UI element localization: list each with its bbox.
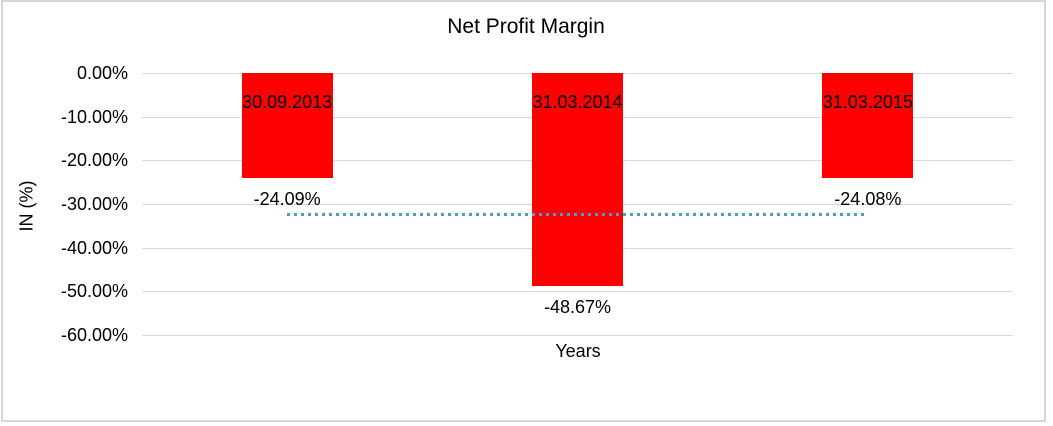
bar-category-label: 30.09.2013 <box>242 92 333 112</box>
x-axis-title: Years <box>555 341 601 361</box>
y-tick-label: 0.00% <box>76 63 128 83</box>
y-tick-label: -60.00% <box>60 325 128 345</box>
bar <box>241 73 333 179</box>
y-tick-label: -40.00% <box>60 237 128 258</box>
y-tick-label: -30.00% <box>60 194 128 214</box>
gridline <box>142 335 1013 336</box>
chart-title: Net Profit Margin <box>447 15 605 38</box>
bar <box>822 73 914 179</box>
trendline <box>287 212 868 216</box>
y-tick-label: -10.00% <box>60 106 128 127</box>
y-tick-label: -50.00% <box>60 281 128 302</box>
bar <box>532 73 623 286</box>
gridline <box>142 291 1013 293</box>
bar-value-label: -48.67% <box>543 296 612 317</box>
bar-category-label: 31.03.2015 <box>822 92 913 112</box>
bar-value-label: -24.08% <box>834 189 902 210</box>
bar-category-label: 31.03.2014 <box>532 92 623 112</box>
y-tick-label: -20.00% <box>60 150 128 171</box>
bar-value-label: -24.09% <box>253 189 321 210</box>
